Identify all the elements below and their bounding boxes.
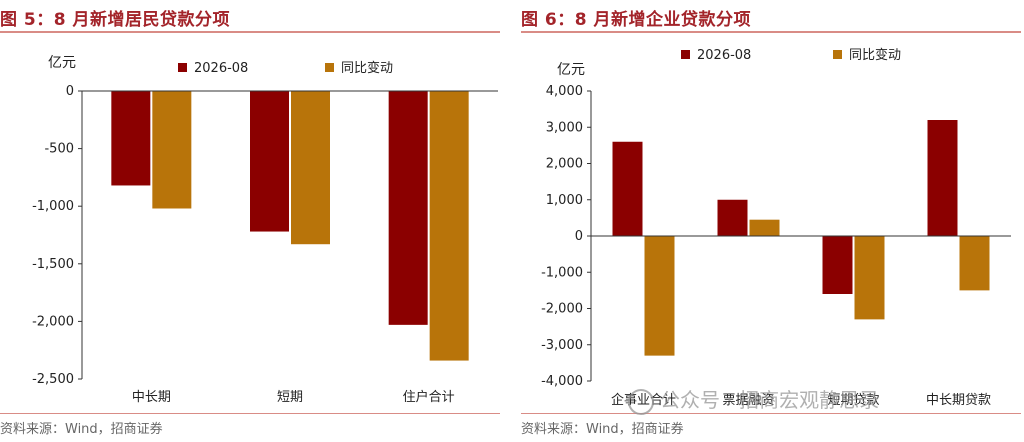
y-tick-label: -1,500 (32, 257, 74, 272)
category-label: 中长期 (132, 390, 171, 405)
right-source: 资料来源：Wind，招商证券 (521, 422, 684, 437)
right-panel: 图 6：8 月新增企业贷款分项 亿元 2026-08 同比变动 4,000 3,000 2… (521, 0, 1021, 442)
y-tick-label: 2,000 (546, 157, 583, 172)
bar-current-1 (612, 141, 643, 236)
bar-yoy-change-2 (749, 219, 780, 236)
legend-swatch-1 (178, 63, 187, 72)
legend-swatch-2 (833, 50, 842, 59)
bar-current-2 (717, 199, 748, 236)
y-tick-label: 1,000 (546, 193, 583, 208)
y-tick-label: -4,000 (541, 374, 583, 389)
left-chart-title: 图 5：8 月新增居民贷款分项 (0, 10, 230, 30)
right-title-rule (521, 31, 1021, 33)
y-axis-unit-label: 亿元 (48, 55, 76, 71)
bar-current-4 (927, 120, 958, 236)
legend-label-2: 同比变动 (341, 60, 393, 76)
right-chart: 亿元 2026-08 同比变动 4,000 3,000 2,000 1,000 0 -1,000… (541, 47, 1011, 408)
left-panel: 图 5：8 月新增居民贷款分项 亿元 2026-08 同比变动 0 -500 -1,000… (0, 0, 500, 442)
bar-yoy-change-3 (854, 236, 885, 320)
bar-current-3 (388, 91, 428, 325)
legend-label-2: 同比变动 (849, 47, 901, 63)
watermark: 公众号 · 招商宏观静思录 (628, 384, 879, 415)
left-source-rule (0, 413, 500, 414)
bar-current-1 (111, 91, 151, 186)
left-title-rule (0, 31, 500, 33)
right-source-rule (521, 413, 1021, 414)
y-tick-label: -1,000 (541, 265, 583, 280)
bar-yoy-change-4 (959, 236, 990, 291)
y-tick-label: 3,000 (546, 120, 583, 135)
bar-yoy-change-1 (644, 236, 675, 356)
legend-label-1: 2026-08 (194, 61, 248, 76)
y-tick-label: -500 (44, 142, 74, 157)
bar-yoy-change-1 (152, 91, 192, 209)
wechat-icon (628, 388, 654, 415)
y-tick-label: 4,000 (546, 84, 583, 99)
right-chart-title: 图 6：8 月新增企业贷款分项 (521, 10, 751, 30)
category-label: 票据融资 (722, 393, 774, 408)
y-tick-label: -3,000 (541, 338, 583, 353)
y-tick-label: -2,000 (541, 302, 583, 317)
category-label: 住户合计 (403, 389, 455, 405)
y-tick-label: -2,000 (32, 314, 74, 329)
y-tick-label: -2,500 (32, 372, 74, 387)
category-label: 短期 (277, 390, 303, 405)
bar-yoy-change-2 (291, 91, 330, 245)
left-source: 资料来源：Wind，招商证券 (0, 422, 163, 437)
y-tick-label: -1,000 (32, 199, 74, 214)
category-label: 中长期贷款 (926, 393, 991, 408)
bar-yoy-change-3 (429, 91, 469, 361)
y-tick-label: 0 (66, 84, 74, 99)
y-axis-unit-label: 亿元 (557, 62, 585, 78)
bar-current-2 (250, 91, 289, 232)
bar-current-3 (822, 236, 853, 294)
left-chart: 亿元 2026-08 同比变动 0 -500 -1,000 -1,500 -2,000 -2,5… (32, 55, 498, 405)
category-label: 短期贷款 (827, 393, 879, 408)
legend-swatch-2 (325, 63, 334, 72)
y-tick-label: 0 (575, 229, 583, 244)
legend-label-1: 2026-08 (697, 48, 751, 63)
legend-swatch-1 (681, 50, 690, 59)
watermark-text: 公众号 · 招商宏观静思录 (660, 388, 880, 412)
